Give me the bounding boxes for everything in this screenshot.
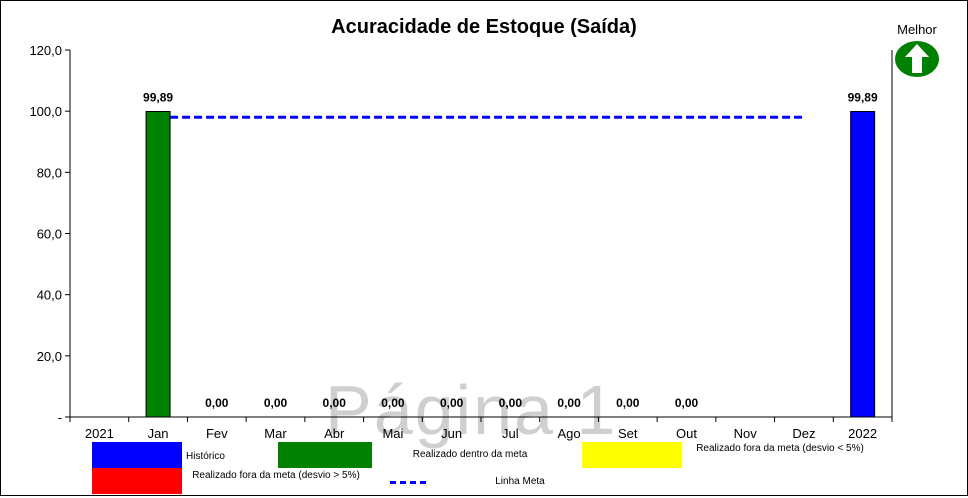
x-tick-label: Set bbox=[618, 426, 638, 441]
x-tick-label: Dez bbox=[792, 426, 815, 441]
legend-swatch bbox=[278, 442, 372, 468]
x-tick-label: Out bbox=[676, 426, 697, 441]
y-tick-label: 120,0 bbox=[29, 43, 62, 58]
y-tick-label: - bbox=[58, 410, 62, 425]
x-tick-label: Jul bbox=[502, 426, 519, 441]
better-direction-label: Melhor bbox=[897, 22, 937, 37]
bar-jan bbox=[145, 111, 171, 418]
y-tick-label: 80,0 bbox=[37, 165, 62, 180]
data-label: 0,00 bbox=[675, 396, 699, 410]
x-tick-label: 2022 bbox=[848, 426, 877, 441]
legend-label: Realizado fora da meta (desvio < 5%) bbox=[696, 443, 864, 454]
bar-2022 bbox=[850, 111, 876, 418]
legend-swatch bbox=[582, 442, 682, 468]
data-label: 0,00 bbox=[323, 396, 347, 410]
y-tick-labels-group: - 20,0 40,0 60,0 80,0 100,0 120,0 bbox=[29, 43, 70, 425]
legend-label: Realizado dentro da meta bbox=[412, 449, 528, 460]
data-labels-group: 99,89 0,00 0,00 0,00 0,00 0,00 0,00 0,00 0,00 0,0… bbox=[143, 91, 878, 410]
x-tick-label: Fev bbox=[206, 426, 228, 441]
x-tick-label: Jun bbox=[441, 426, 462, 441]
data-label: 99,89 bbox=[143, 91, 173, 105]
y-tick-label: 40,0 bbox=[37, 288, 62, 303]
x-tick-label: 2021 bbox=[85, 426, 114, 441]
data-label: 0,00 bbox=[205, 396, 229, 410]
legend-swatch bbox=[92, 442, 182, 468]
chart-title: Acuracidade de Estoque (Saída) bbox=[331, 16, 637, 38]
data-label: 0,00 bbox=[381, 396, 405, 410]
x-tick-label: Abr bbox=[324, 426, 345, 441]
legend-dashed-swatch bbox=[390, 481, 426, 484]
x-tick-label: Mar bbox=[264, 426, 287, 441]
legend-swatch bbox=[92, 468, 182, 494]
page-watermark: Página 1 bbox=[325, 371, 618, 449]
x-tick-labels-group: 2021 Jan Fev Mar Abr Mai Jun Jul Ago Set Out Nov Dez… bbox=[69, 417, 893, 441]
data-label: 0,00 bbox=[440, 396, 464, 410]
x-tick-label: Jan bbox=[148, 426, 169, 441]
data-label: 99,89 bbox=[848, 91, 878, 105]
x-tick-label: Nov bbox=[734, 426, 758, 441]
chart-axes bbox=[69, 50, 893, 418]
y-tick-label: 20,0 bbox=[37, 349, 62, 364]
data-label: 0,00 bbox=[557, 396, 581, 410]
x-tick-label: Mai bbox=[382, 426, 403, 441]
up-arrow-icon bbox=[895, 41, 939, 77]
data-label: 0,00 bbox=[264, 396, 288, 410]
legend-label: Histórico bbox=[186, 451, 225, 462]
x-tick-label: Ago bbox=[558, 426, 581, 441]
data-label: 0,00 bbox=[616, 396, 640, 410]
legend-label: Linha Meta bbox=[495, 476, 545, 487]
bars-group bbox=[145, 111, 876, 418]
y-tick-label: 60,0 bbox=[37, 227, 62, 242]
legend-label: Realizado fora da meta (desvio > 5%) bbox=[192, 470, 360, 481]
y-tick-label: 100,0 bbox=[29, 104, 62, 119]
data-label: 0,00 bbox=[499, 396, 523, 410]
